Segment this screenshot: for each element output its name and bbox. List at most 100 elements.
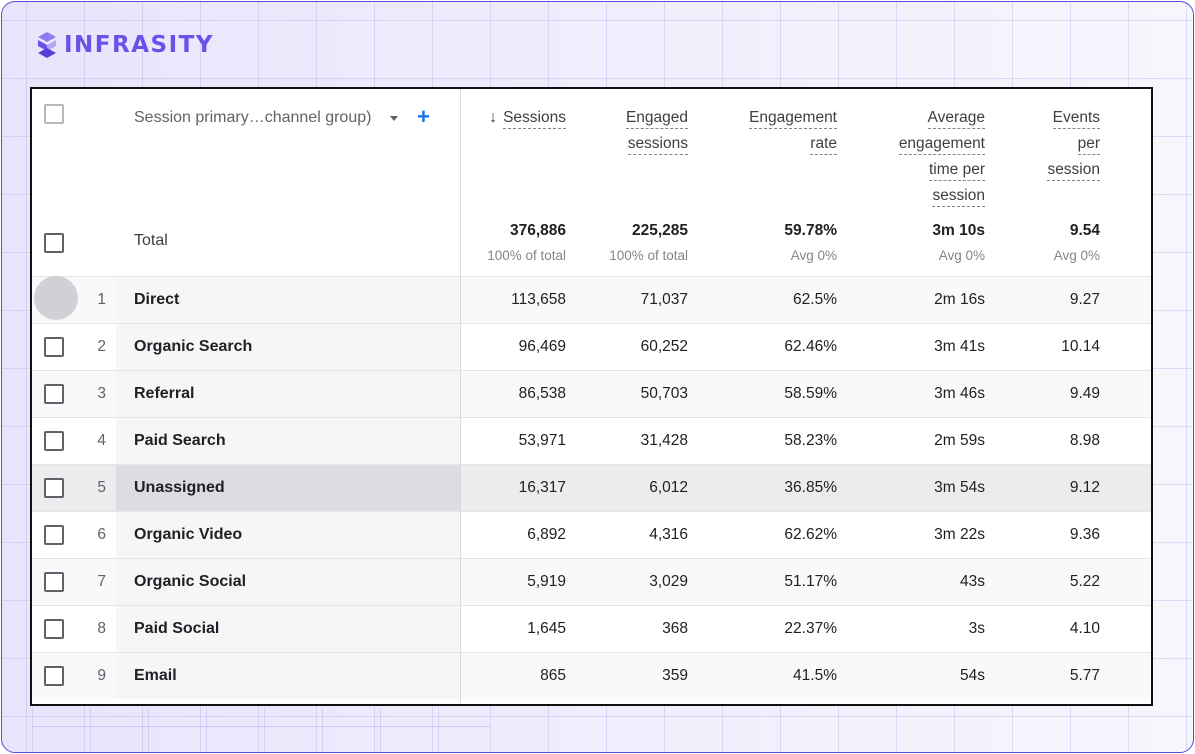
cell-engagement-rate: 58.59% [784, 385, 837, 402]
row-index: 6 [97, 526, 106, 543]
row-checkbox[interactable] [44, 337, 64, 357]
column-header-avg-engagement-time[interactable]: Average engagement time per session [842, 106, 985, 210]
table-row[interactable]: 8 Paid Social 1,645 368 22.37% 3s 4.10 [32, 605, 1151, 652]
row-channel-name[interactable]: Direct [134, 291, 180, 308]
cell-engagement-rate: 36.85% [784, 479, 837, 496]
cell-sessions: 86,538 [518, 385, 566, 402]
column-header-events-per-session[interactable]: Events per session [992, 106, 1100, 184]
checkbox-hover-halo [34, 276, 78, 320]
column-header-text: engagement [898, 134, 985, 155]
column-header-text: rate [810, 134, 837, 155]
cell-engagement-rate: 58.23% [784, 432, 837, 449]
row-channel-name[interactable]: Unassigned [134, 479, 225, 496]
row-index: 7 [97, 573, 106, 590]
add-dimension-icon[interactable]: + [417, 104, 430, 129]
dimension-header[interactable]: Session primary…channel group) [134, 109, 372, 126]
row-checkbox[interactable] [44, 525, 64, 545]
cell-avg-engagement-time: 3s [968, 620, 985, 637]
cell-avg-engagement-time: 2m 16s [934, 291, 985, 308]
row-checkbox[interactable] [44, 572, 64, 592]
total-subtext: 100% of total [487, 248, 566, 263]
column-header-engagement-rate[interactable]: Engagement rate [692, 106, 837, 158]
row-checkbox[interactable] [44, 666, 64, 686]
total-checkbox[interactable] [44, 233, 64, 253]
row-channel-name[interactable]: Organic Video [134, 526, 243, 543]
cell-events-per-session: 9.49 [1069, 385, 1100, 402]
cell-engaged-sessions: 60,252 [640, 338, 688, 355]
row-channel-name[interactable]: Paid Search [134, 432, 226, 449]
row-channel-name[interactable]: Paid Social [134, 620, 220, 637]
row-channel-name[interactable]: Organic Social [134, 573, 247, 590]
row-label-background [116, 277, 460, 323]
total-value: 376,886 [509, 222, 566, 239]
infrasity-logo-icon [38, 32, 56, 58]
row-index: 3 [97, 385, 106, 402]
brand: INFRASITY [36, 30, 214, 60]
table-row[interactable]: 4 Paid Search 53,971 31,428 58.23% 2m 59s 8.98 [32, 417, 1151, 464]
total-label: Total [134, 232, 168, 249]
column-header-text: time per [929, 160, 985, 181]
column-header-text: Engaged [625, 108, 688, 129]
total-value: 3m 10s [932, 222, 985, 239]
row-label-background [116, 512, 460, 558]
table-row[interactable]: 1 Direct 113,658 71,037 62.5% 2m 16s 9.27 [32, 276, 1151, 323]
row-checkbox[interactable] [44, 478, 64, 498]
row-label-background [116, 371, 460, 417]
cell-engagement-rate: 62.62% [784, 526, 837, 543]
cell-avg-engagement-time: 3m 22s [934, 526, 985, 543]
cell-engagement-rate: 51.17% [784, 573, 837, 590]
row-checkbox[interactable] [44, 619, 64, 639]
cell-avg-engagement-time: 3m 54s [934, 479, 985, 496]
row-checkbox[interactable] [44, 384, 64, 404]
total-value: 225,285 [631, 222, 688, 239]
cell-avg-engagement-time: 3m 46s [934, 385, 985, 402]
cell-engaged-sessions: 359 [662, 667, 688, 684]
row-index: 2 [97, 338, 106, 355]
column-header-engaged-sessions[interactable]: Engaged sessions [572, 106, 688, 158]
total-value: 9.54 [1069, 222, 1100, 239]
cell-engaged-sessions: 50,703 [640, 385, 688, 402]
cell-engaged-sessions: 4,316 [649, 526, 688, 543]
row-label-background [116, 418, 460, 464]
row-index: 1 [97, 291, 106, 308]
chevron-down-icon[interactable] [390, 116, 398, 121]
table-row[interactable]: 5 Unassigned 16,317 6,012 36.85% 3m 54s 9.12 [32, 464, 1151, 511]
row-checkbox[interactable] [44, 431, 64, 451]
row-index: 8 [97, 620, 106, 637]
column-header-text: per [1077, 134, 1100, 155]
row-index: 4 [97, 432, 106, 449]
cell-events-per-session: 9.36 [1069, 526, 1100, 543]
row-channel-name[interactable]: Email [134, 667, 177, 684]
table-body: 1 Direct 113,658 71,037 62.5% 2m 16s 9.27 2 Orga… [32, 276, 1151, 699]
brand-name: INFRASITY [64, 32, 214, 58]
column-header-text: Average [927, 108, 985, 129]
cell-engagement-rate: 62.46% [784, 338, 837, 355]
cell-sessions: 113,658 [511, 291, 566, 308]
column-header-sessions[interactable]: ↓ Sessions [462, 106, 566, 132]
select-all-checkbox[interactable] [44, 104, 64, 124]
table-row[interactable]: 9 Email 865 359 41.5% 54s 5.77 [32, 652, 1151, 699]
row-index: 5 [97, 479, 106, 496]
column-header-text: Events [1052, 108, 1100, 129]
cell-avg-engagement-time: 43s [960, 573, 985, 590]
total-subtext: Avg 0% [938, 248, 985, 263]
table-row[interactable]: 2 Organic Search 96,469 60,252 62.46% 3m 41s 1… [32, 323, 1151, 370]
column-header-text: Engagement [749, 108, 837, 129]
column-header-text: session [932, 186, 985, 207]
sort-arrow-down-icon[interactable]: ↓ [489, 109, 498, 126]
cell-sessions: 5,919 [527, 573, 566, 590]
row-label-background [116, 606, 460, 652]
table-row[interactable]: 6 Organic Video 6,892 4,316 62.62% 3m 22s 9.36 [32, 511, 1151, 558]
table-row[interactable]: 3 Referral 86,538 50,703 58.59% 3m 46s 9.49 [32, 370, 1151, 417]
cell-sessions: 16,317 [518, 479, 566, 496]
table-header: Session primary…channel group) + ↓ Sessio… [32, 89, 1151, 277]
cell-engagement-rate: 22.37% [784, 620, 837, 637]
report-table: Session primary…channel group) + ↓ Sessio… [30, 87, 1153, 706]
row-channel-name[interactable]: Referral [134, 385, 195, 402]
row-channel-name[interactable]: Organic Search [134, 338, 253, 355]
cell-sessions: 96,469 [518, 338, 566, 355]
dimension-divider [460, 89, 461, 704]
cell-engaged-sessions: 3,029 [649, 573, 688, 590]
table-row[interactable]: 7 Organic Social 5,919 3,029 51.17% 43s 5.22 [32, 558, 1151, 605]
column-header-text: Sessions [503, 108, 566, 129]
